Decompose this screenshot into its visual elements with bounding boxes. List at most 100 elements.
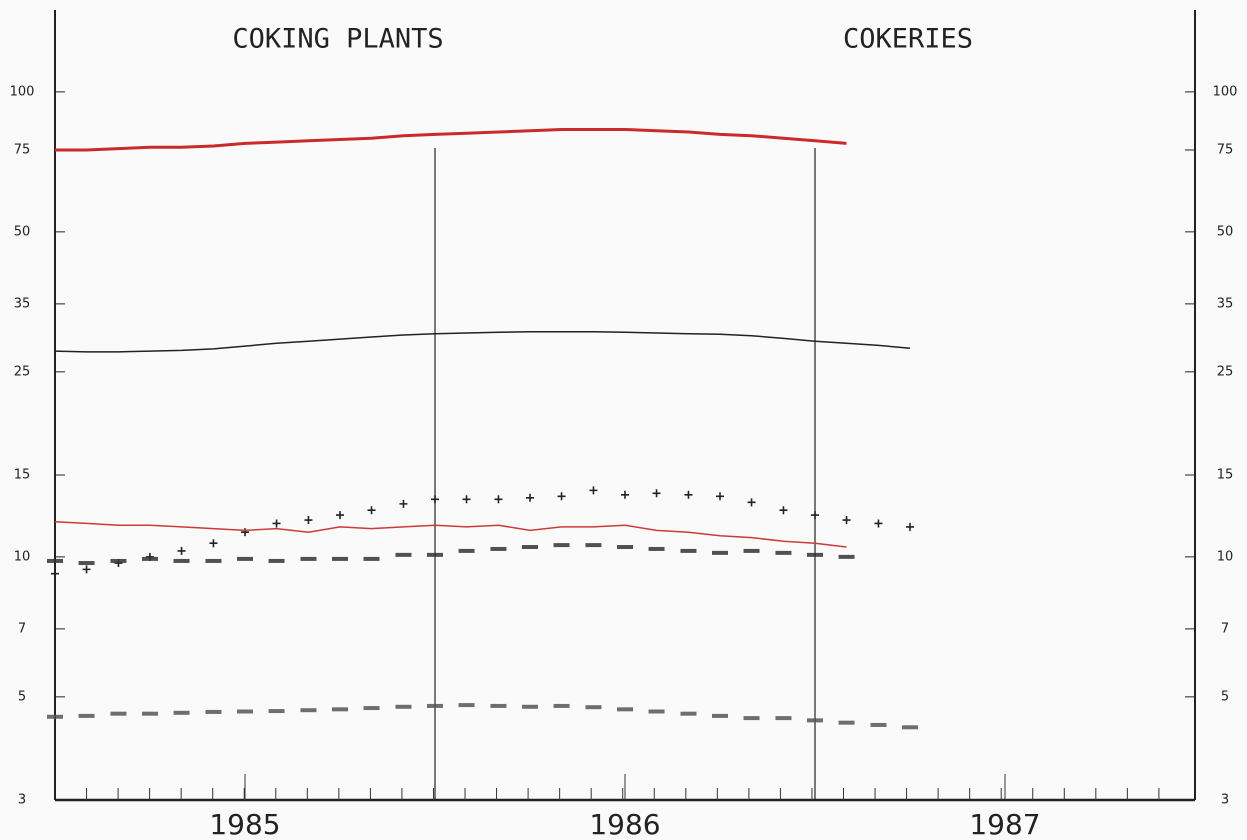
y-tick-label: 15: [14, 467, 31, 482]
y-tick-label: 75: [14, 142, 31, 157]
plus-marker: [621, 490, 629, 499]
dot-marker: [395, 552, 412, 557]
plus-marker: [367, 506, 376, 515]
series-line: [54, 330, 911, 353]
y-tick-label: 5: [18, 689, 26, 704]
plus-marker: [51, 569, 59, 578]
y-tick-label: 7: [18, 621, 26, 636]
dot-marker: [775, 716, 792, 721]
dot-marker: [332, 556, 348, 561]
plus-marker: [589, 486, 598, 495]
dot-marker: [110, 711, 127, 716]
dot-marker: [142, 711, 158, 716]
dot-marker: [427, 552, 443, 557]
dot-marker: [553, 543, 570, 548]
dot-marker: [712, 550, 728, 555]
plus-marker: [811, 511, 819, 520]
y-tick-label: 25: [14, 364, 31, 379]
plus-marker: [652, 489, 661, 498]
dot-marker: [458, 703, 475, 708]
dot-marker: [173, 710, 190, 715]
annotation: COKERIES: [843, 24, 973, 55]
dot-marker: [268, 709, 285, 714]
plus-marker: [82, 565, 91, 574]
dot-marker: [142, 556, 158, 561]
y2-tick-label: 10: [1217, 549, 1234, 564]
series-line: [55, 128, 847, 152]
dot-marker: [458, 548, 475, 553]
y2-tick-label: 7: [1221, 621, 1229, 636]
dot-marker: [838, 554, 855, 559]
y2-tick-label: 15: [1217, 467, 1234, 482]
dot-marker: [78, 561, 95, 566]
y-tick-label: 50: [14, 224, 31, 239]
plus-marker: [684, 490, 693, 499]
dot-marker: [807, 718, 823, 723]
dot-marker: [522, 545, 538, 550]
dot-marker: [205, 558, 222, 563]
plus-marker: [716, 492, 724, 501]
dot-marker: [332, 707, 348, 712]
x-tick-label: 1985: [209, 808, 280, 840]
dot-marker: [553, 703, 570, 708]
dot-marker: [743, 716, 760, 721]
y2-tick-label: 75: [1217, 142, 1234, 157]
dot-marker: [775, 550, 792, 555]
x-tick-label: 1986: [589, 808, 660, 840]
y2-tick-label: 3: [1221, 793, 1229, 808]
dot-marker: [427, 703, 443, 708]
dot-marker: [617, 707, 633, 712]
dot-marker: [712, 713, 728, 718]
plus-marker: [177, 546, 186, 555]
dot-marker: [47, 558, 63, 563]
plus-marker: [842, 516, 851, 525]
annotation: COKING PLANTS: [232, 24, 443, 55]
dot-marker: [680, 548, 697, 553]
plus-marker: [906, 522, 914, 531]
dot-marker: [870, 722, 887, 727]
dot-marker: [268, 558, 285, 563]
dot-marker: [205, 709, 222, 714]
series-line: [54, 520, 847, 548]
plus-marker: [557, 492, 566, 501]
x-tick-label: 1987: [969, 808, 1040, 840]
dot-marker: [363, 706, 380, 711]
plus-marker: [304, 516, 313, 525]
plus-marker: [779, 506, 788, 515]
plus-marker: [747, 498, 756, 507]
dot-marker: [300, 708, 317, 713]
plus-marker: [241, 528, 249, 537]
plus-marker: [272, 519, 281, 528]
dot-marker: [300, 556, 317, 561]
dot-marker: [110, 558, 127, 563]
y2-tick-label: 35: [1217, 296, 1234, 311]
dot-marker: [173, 558, 190, 563]
dot-marker: [237, 556, 253, 561]
dot-marker: [617, 545, 633, 550]
y2-tick-label: 5: [1221, 689, 1229, 704]
dot-marker: [585, 543, 602, 548]
dot-marker: [490, 703, 507, 708]
y2-tick-label: 25: [1217, 364, 1234, 379]
plus-marker: [209, 539, 218, 548]
plus-marker: [399, 499, 408, 508]
dot-marker: [743, 548, 760, 553]
dot-marker: [490, 546, 507, 551]
dot-marker: [838, 720, 855, 725]
dot-marker: [522, 704, 538, 709]
plus-marker: [462, 495, 471, 504]
y2-tick-label: 50: [1217, 224, 1234, 239]
y-tick-label: 100: [10, 84, 35, 99]
dot-marker: [648, 709, 665, 714]
dot-marker: [363, 556, 380, 561]
y-tick-label: 10: [14, 549, 31, 564]
dot-marker: [680, 711, 697, 716]
plus-marker: [526, 493, 534, 502]
y-tick-label: 35: [14, 296, 31, 311]
plus-marker: [431, 495, 439, 504]
dot-marker: [585, 705, 602, 710]
dot-marker: [237, 709, 253, 714]
dot-marker: [47, 714, 63, 719]
